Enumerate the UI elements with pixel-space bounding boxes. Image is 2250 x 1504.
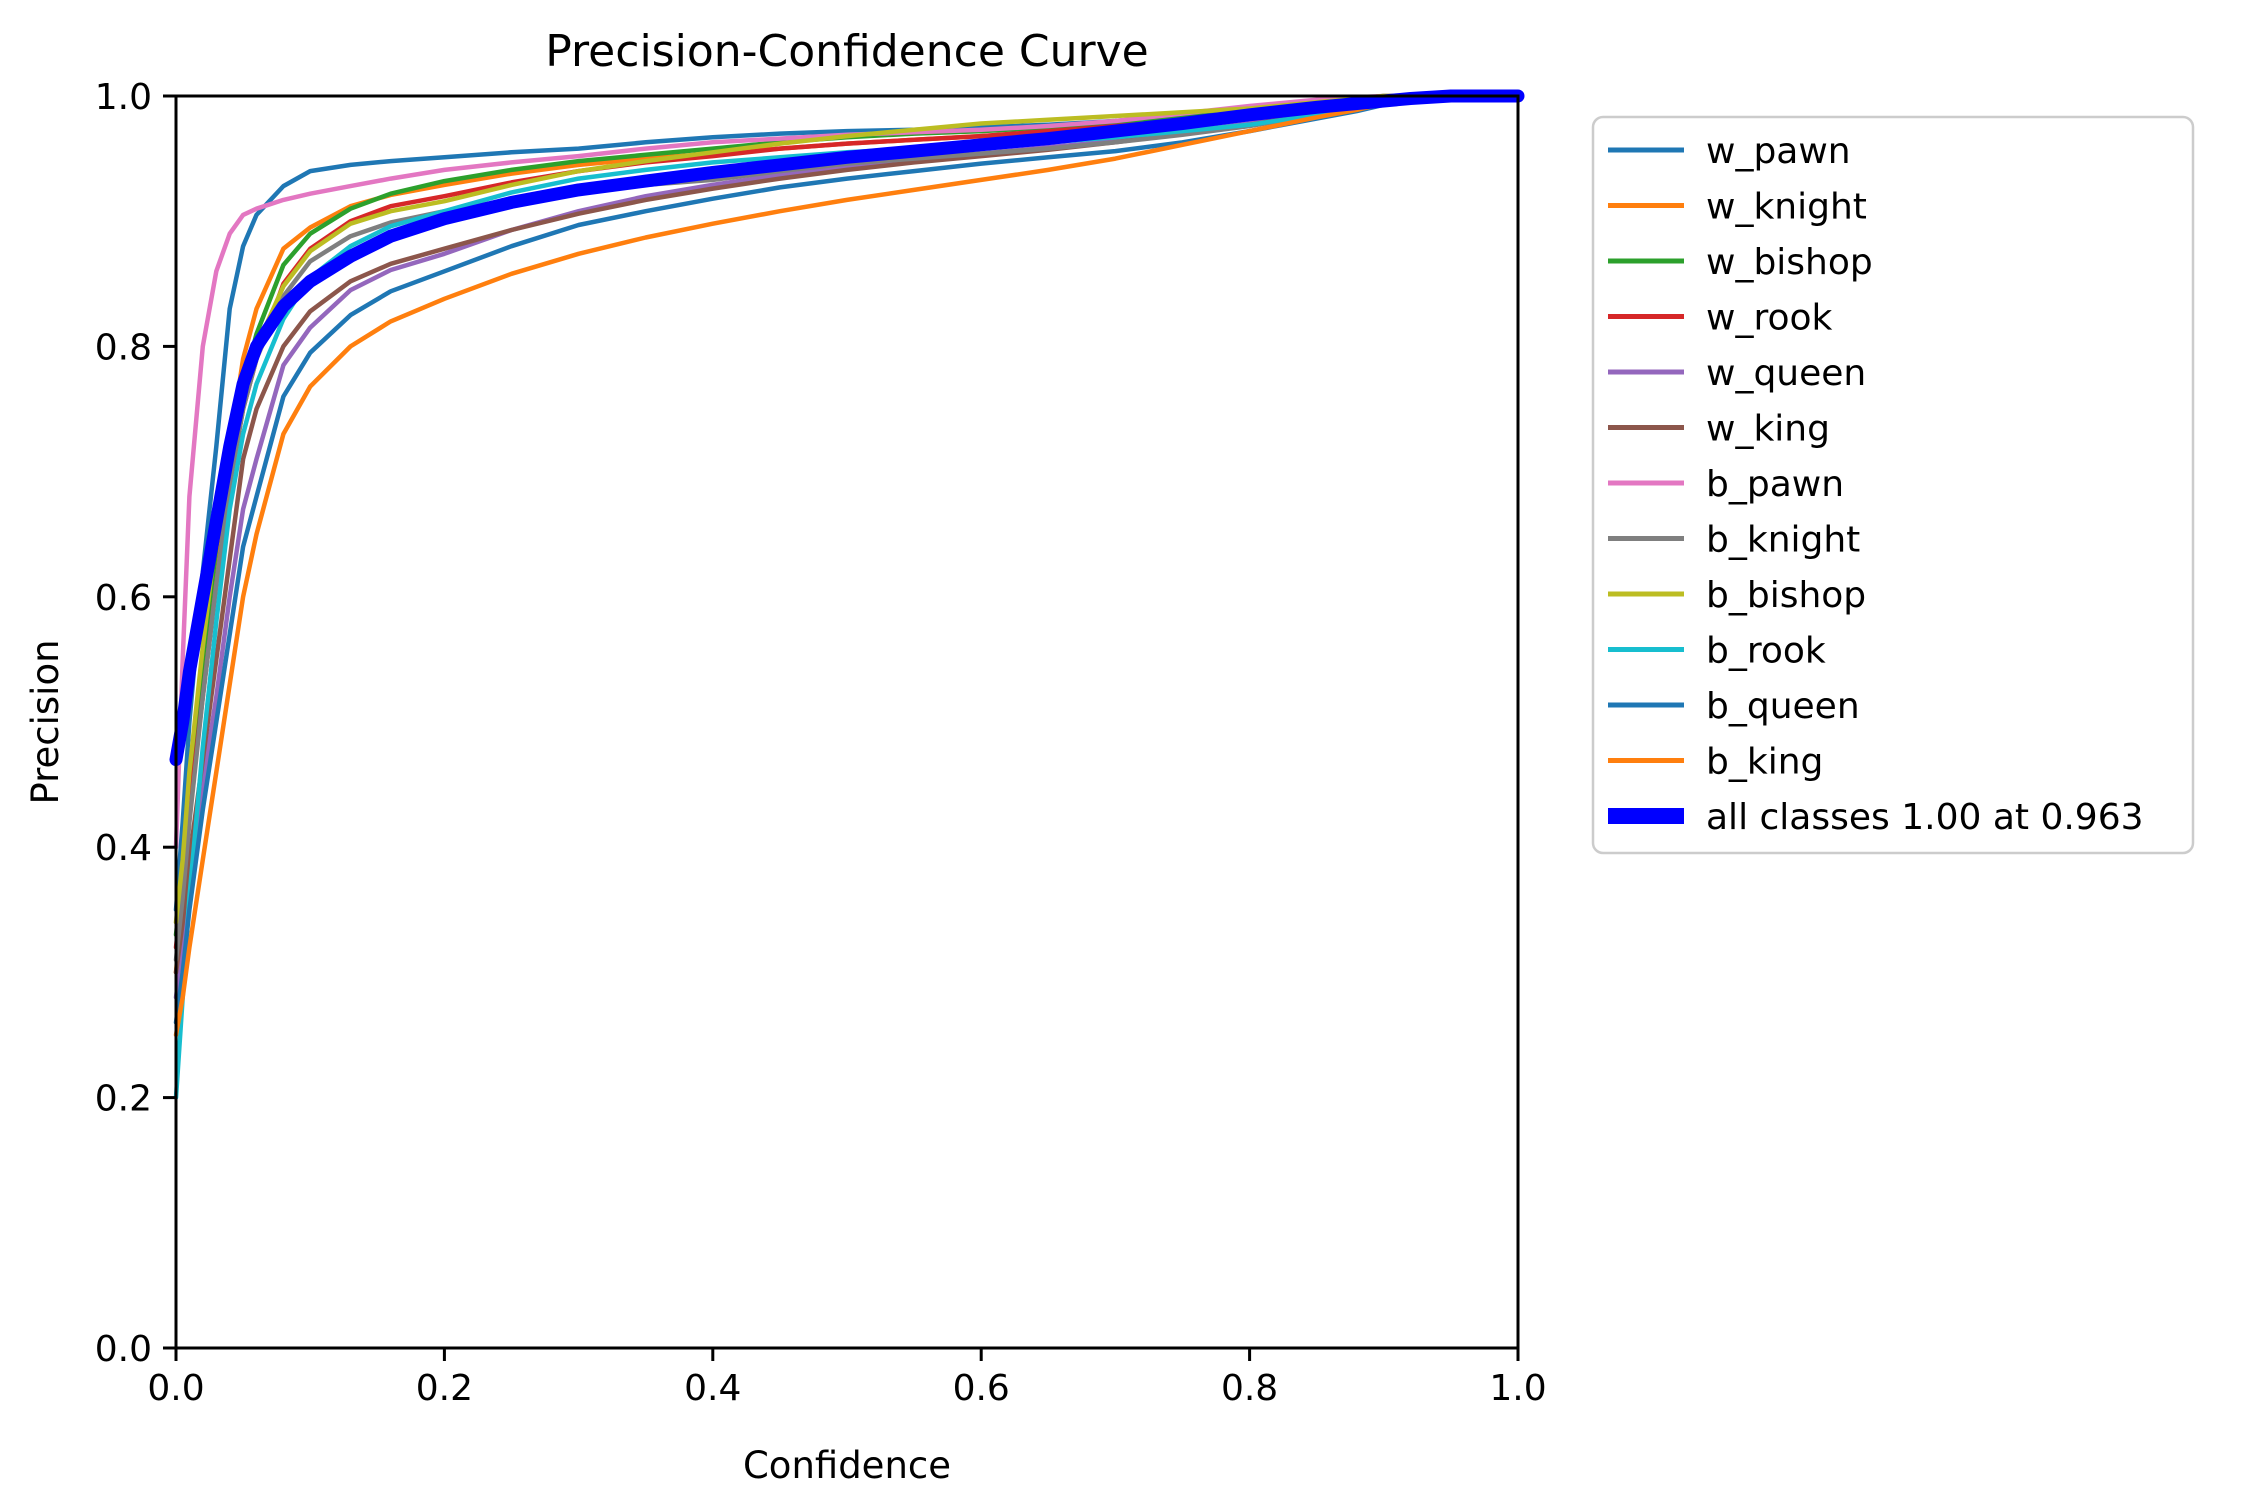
x-tick-label: 0.8 [1221,1368,1278,1409]
legend: w_pawn w_knight w_bishop w_rook w_queen w_kin… [1591,115,2195,855]
legend-label-b_knight: b_knight [1706,520,1860,561]
legend-label-w_bishop: w_bishop [1706,242,1873,283]
y-axis-ticks: 0.0 0.2 0.4 0.6 0.8 1.0 [95,77,176,1370]
x-axis-label: Confidence [743,1444,951,1487]
legend-label-b_rook: b_rook [1706,631,1826,672]
curve-b_pawn [173,93,1521,850]
curve-b_bishop [173,93,1521,925]
legend-label-w_rook: w_rook [1706,298,1833,339]
legend-label-w_pawn: w_pawn [1706,131,1851,172]
legend-label-b_king: b_king [1706,742,1823,783]
x-tick-label: 0.2 [416,1368,473,1409]
legend-label-w_knight: w_knight [1706,187,1867,228]
legend-label-all-classes-1.00-at-0.963: all classes 1.00 at 0.963 [1706,797,2144,838]
curve-b_king [173,93,1521,1038]
curve-b_knight [173,93,1521,963]
chart-title: Precision-Confidence Curve [545,26,1148,77]
y-axis-label: Precision [24,639,67,804]
x-tick-label: 0.0 [147,1368,204,1409]
y-tick-label: 0.2 [95,1079,152,1120]
plot-frame [174,94,1520,1350]
legend-label-w_king: w_king [1706,409,1830,450]
legend-rows: w_pawn w_knight w_bishop w_rook w_queen w_kin… [1608,131,2144,838]
curve-w_pawn [173,93,1521,913]
x-tick-label: 1.0 [1489,1368,1546,1409]
x-axis-ticks: 0.0 0.2 0.4 0.6 0.8 1.0 [147,1348,1547,1409]
legend-label-w_queen: w_queen [1706,353,1866,394]
curve-all-classes-1.00-at-0.963 [169,89,1525,767]
y-tick-label: 1.0 [95,77,152,118]
legend-box [1591,115,2195,855]
y-tick-label: 0.6 [95,578,152,619]
x-tick-label: 0.6 [953,1368,1010,1409]
curve-w_bishop [173,93,1521,938]
legend-label-b_queen: b_queen [1706,686,1860,727]
x-tick-label: 0.4 [684,1368,741,1409]
legend-label-b_pawn: b_pawn [1706,464,1844,505]
y-tick-label: 0.0 [95,1329,152,1370]
legend-label-b_bishop: b_bishop [1706,575,1866,616]
curve-b_rook [173,93,1521,1100]
y-tick-label: 0.4 [95,828,152,869]
curve-lines [169,89,1525,1100]
curve-w_rook [173,93,1521,950]
y-tick-label: 0.8 [95,327,152,368]
